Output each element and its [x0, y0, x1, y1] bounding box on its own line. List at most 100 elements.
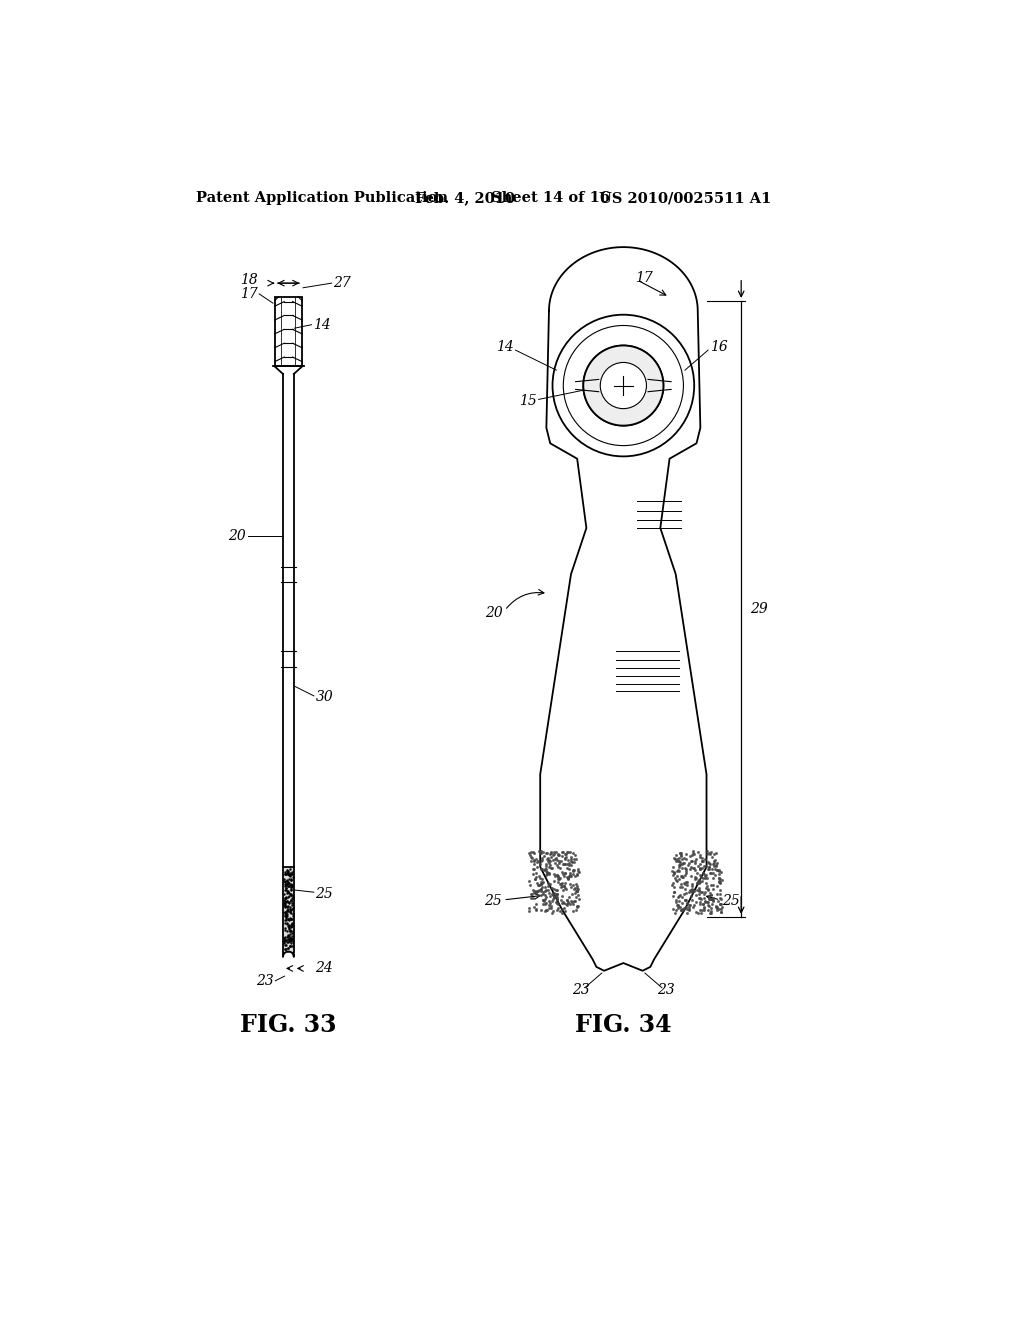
Point: [678, 863, 694, 884]
Point: [280, 871, 296, 892]
Point: [557, 900, 573, 921]
Point: [710, 899, 726, 920]
Point: [673, 842, 689, 863]
Point: [283, 903, 299, 924]
Point: [696, 900, 713, 921]
Point: [673, 900, 689, 921]
Point: [687, 849, 703, 870]
Point: [285, 898, 301, 919]
Point: [522, 846, 539, 867]
Point: [711, 861, 727, 882]
Point: [556, 847, 572, 869]
Point: [279, 899, 295, 920]
Point: [560, 867, 577, 888]
Point: [279, 861, 295, 882]
Point: [711, 871, 727, 892]
Point: [534, 879, 550, 900]
Point: [689, 873, 706, 894]
Point: [671, 857, 687, 878]
Point: [550, 894, 566, 915]
Point: [538, 892, 554, 913]
Point: [545, 888, 561, 909]
Point: [535, 871, 551, 892]
Point: [534, 851, 550, 873]
Point: [559, 892, 575, 913]
Point: [707, 850, 723, 871]
Point: [542, 873, 558, 894]
Point: [275, 932, 292, 953]
Point: [551, 845, 567, 866]
Point: [281, 909, 297, 931]
Point: [681, 882, 697, 903]
Point: [712, 869, 728, 890]
Point: [556, 878, 572, 899]
Point: [669, 861, 685, 882]
Point: [685, 843, 701, 865]
Point: [548, 879, 564, 900]
Point: [536, 859, 552, 880]
Point: [279, 862, 295, 883]
Point: [691, 878, 708, 899]
Text: 25: 25: [484, 895, 502, 908]
Point: [709, 859, 725, 880]
Point: [283, 929, 299, 950]
Point: [693, 882, 710, 903]
Point: [670, 895, 686, 916]
Point: [673, 876, 689, 898]
Point: [665, 857, 681, 878]
Point: [537, 888, 553, 909]
Point: [284, 908, 300, 929]
Bar: [274, 297, 302, 367]
Point: [282, 898, 298, 919]
Point: [284, 915, 300, 936]
Point: [691, 871, 708, 892]
Point: [694, 858, 711, 879]
Point: [525, 896, 542, 917]
Point: [569, 880, 586, 902]
Point: [563, 866, 580, 887]
Point: [676, 853, 692, 874]
Point: [281, 931, 297, 952]
Point: [279, 870, 295, 891]
Point: [536, 890, 552, 911]
Point: [541, 853, 557, 874]
Point: [283, 879, 299, 900]
Point: [681, 895, 697, 916]
Point: [283, 899, 299, 920]
Point: [544, 858, 560, 879]
Point: [280, 915, 296, 936]
Point: [542, 884, 558, 906]
Point: [522, 883, 539, 904]
Point: [546, 843, 562, 865]
Text: 23: 23: [256, 974, 273, 987]
Point: [708, 895, 724, 916]
Point: [564, 900, 581, 921]
Point: [691, 865, 708, 886]
Point: [281, 928, 297, 949]
Point: [280, 863, 296, 884]
Point: [282, 896, 298, 917]
Point: [279, 900, 295, 921]
Point: [570, 888, 587, 909]
Text: 15: 15: [519, 393, 538, 408]
Point: [283, 902, 299, 923]
Point: [703, 888, 720, 909]
Point: [696, 882, 713, 903]
Point: [703, 858, 720, 879]
Point: [542, 850, 558, 871]
Point: [701, 896, 718, 917]
Point: [520, 898, 537, 919]
Point: [522, 874, 539, 895]
Point: [526, 849, 543, 870]
Point: [278, 929, 294, 950]
Point: [279, 869, 295, 890]
Text: 27: 27: [333, 276, 351, 290]
Point: [281, 861, 297, 882]
Point: [278, 863, 294, 884]
Point: [285, 913, 301, 935]
Point: [281, 865, 297, 886]
Point: [567, 899, 584, 920]
Point: [569, 879, 586, 900]
Bar: [283, 867, 294, 952]
Point: [280, 861, 296, 882]
